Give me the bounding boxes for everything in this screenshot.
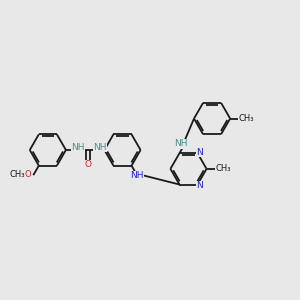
Text: NH: NH bbox=[93, 143, 107, 152]
Text: N: N bbox=[196, 148, 203, 157]
Text: O: O bbox=[25, 170, 32, 179]
Text: CH₃: CH₃ bbox=[9, 170, 25, 179]
Text: CH₃: CH₃ bbox=[238, 114, 254, 123]
Text: O: O bbox=[84, 160, 92, 169]
Text: NH: NH bbox=[174, 139, 188, 148]
Text: NH: NH bbox=[71, 143, 85, 152]
Text: CH₃: CH₃ bbox=[215, 164, 231, 173]
Text: NH: NH bbox=[130, 171, 143, 180]
Text: N: N bbox=[196, 181, 203, 190]
